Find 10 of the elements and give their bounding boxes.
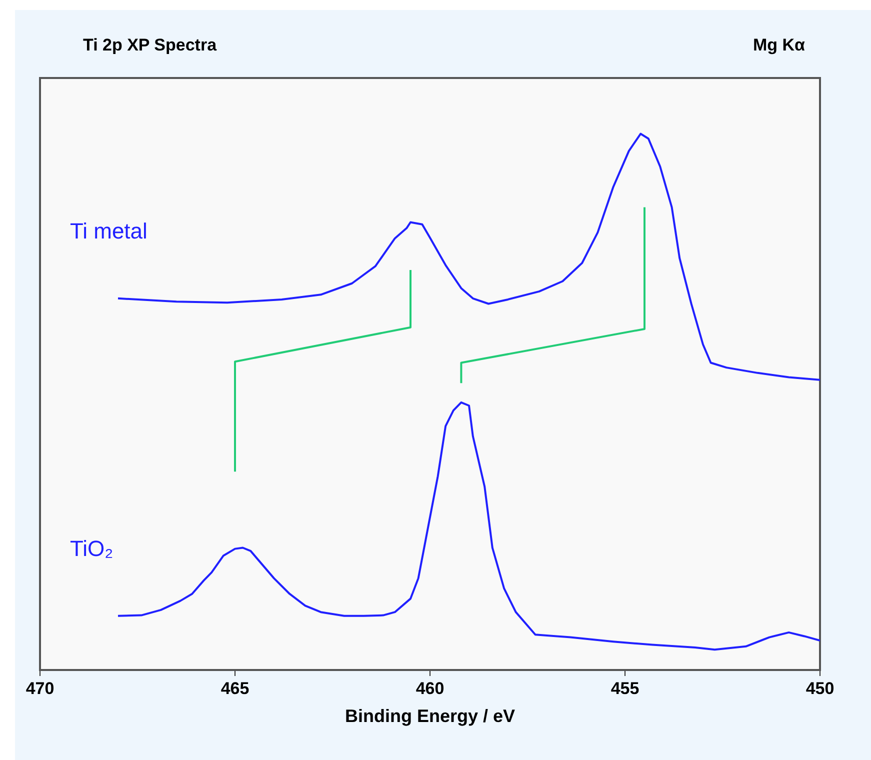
text: Ti metal: [70, 218, 148, 244]
text: TiO₂: [70, 536, 114, 561]
x-tick-label: 460: [416, 678, 444, 698]
text: Mg Kα: [753, 36, 806, 55]
x-tick-label: 455: [610, 678, 640, 698]
x-tick-label: 465: [220, 678, 250, 698]
chart-title: Ti 2p XP Spectra: [83, 36, 218, 55]
x-axis-title: Binding Energy / eV: [344, 706, 516, 726]
x-tick-label: 470: [26, 678, 54, 698]
x-tick-label: 450: [806, 678, 834, 698]
